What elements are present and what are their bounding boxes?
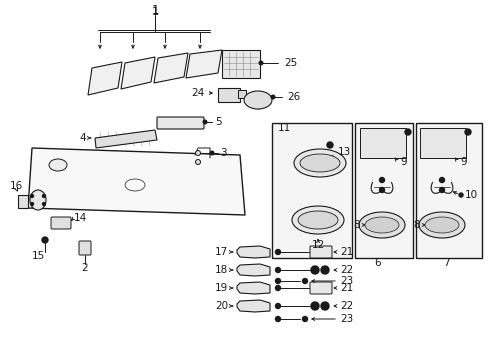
Polygon shape — [88, 62, 122, 95]
FancyBboxPatch shape — [309, 246, 331, 258]
Circle shape — [379, 177, 384, 183]
Bar — [359, 128, 405, 158]
Bar — [271, 123, 351, 258]
Text: 1: 1 — [151, 7, 158, 17]
Circle shape — [259, 61, 262, 65]
Polygon shape — [237, 264, 269, 276]
Ellipse shape — [244, 91, 271, 109]
Circle shape — [42, 194, 45, 198]
Text: 19: 19 — [214, 283, 227, 293]
Ellipse shape — [49, 159, 67, 171]
Text: 8: 8 — [353, 220, 359, 230]
Circle shape — [275, 267, 280, 273]
Ellipse shape — [297, 211, 337, 229]
Text: 22: 22 — [339, 265, 352, 275]
Ellipse shape — [195, 159, 200, 165]
Circle shape — [320, 266, 328, 274]
Ellipse shape — [358, 212, 404, 238]
Ellipse shape — [418, 212, 464, 238]
Circle shape — [275, 279, 280, 284]
Circle shape — [326, 142, 332, 148]
Circle shape — [275, 285, 280, 291]
Text: 25: 25 — [284, 58, 297, 68]
Text: 10: 10 — [464, 190, 477, 200]
FancyBboxPatch shape — [157, 117, 203, 129]
Bar — [218, 88, 240, 102]
Ellipse shape — [291, 206, 343, 234]
Text: 9: 9 — [459, 157, 466, 167]
Circle shape — [379, 188, 384, 193]
Circle shape — [310, 302, 318, 310]
Text: 8: 8 — [412, 220, 419, 230]
Circle shape — [42, 237, 48, 243]
Ellipse shape — [30, 190, 46, 210]
Circle shape — [275, 303, 280, 309]
Text: 14: 14 — [74, 213, 87, 223]
Text: 13: 13 — [337, 147, 350, 157]
Circle shape — [464, 129, 470, 135]
FancyBboxPatch shape — [51, 217, 71, 229]
Text: 16: 16 — [10, 181, 23, 191]
Polygon shape — [237, 246, 269, 258]
Circle shape — [30, 202, 34, 206]
Bar — [222, 50, 260, 78]
Circle shape — [210, 151, 213, 155]
Text: 9: 9 — [399, 157, 406, 167]
Circle shape — [320, 302, 328, 310]
Circle shape — [439, 177, 444, 183]
Text: 23: 23 — [339, 276, 352, 286]
Circle shape — [271, 95, 274, 99]
Text: 21: 21 — [339, 247, 352, 257]
Text: 17: 17 — [214, 247, 227, 257]
Circle shape — [275, 316, 280, 321]
Circle shape — [302, 316, 307, 321]
Text: 1: 1 — [151, 4, 159, 17]
Ellipse shape — [299, 154, 339, 172]
Bar — [419, 128, 465, 158]
Circle shape — [42, 202, 45, 206]
Circle shape — [30, 194, 34, 198]
Text: 11: 11 — [278, 123, 291, 133]
Polygon shape — [28, 148, 244, 215]
Polygon shape — [95, 130, 157, 148]
Text: 15: 15 — [31, 251, 44, 261]
Polygon shape — [18, 195, 28, 208]
Text: 23: 23 — [339, 314, 352, 324]
Text: 5: 5 — [215, 117, 221, 127]
Text: 2: 2 — [81, 263, 88, 273]
Text: 12: 12 — [311, 240, 324, 250]
Polygon shape — [185, 50, 222, 78]
Text: 7: 7 — [442, 258, 448, 268]
Polygon shape — [121, 57, 155, 89]
Text: 4: 4 — [79, 133, 86, 143]
Polygon shape — [237, 282, 269, 294]
Circle shape — [203, 120, 206, 124]
Text: 22: 22 — [339, 301, 352, 311]
Text: 3: 3 — [220, 148, 226, 158]
Bar — [354, 123, 412, 258]
Text: 26: 26 — [286, 92, 300, 102]
FancyBboxPatch shape — [309, 282, 331, 294]
FancyBboxPatch shape — [79, 241, 91, 255]
Text: 6: 6 — [374, 258, 381, 268]
Circle shape — [404, 129, 410, 135]
Ellipse shape — [293, 149, 346, 177]
Circle shape — [275, 249, 280, 255]
Text: 21: 21 — [339, 283, 352, 293]
Ellipse shape — [195, 150, 200, 156]
Ellipse shape — [364, 217, 398, 233]
Text: 24: 24 — [191, 88, 204, 98]
Polygon shape — [154, 53, 187, 83]
Bar — [238, 90, 245, 98]
Ellipse shape — [424, 217, 458, 233]
Circle shape — [302, 279, 307, 284]
Text: 20: 20 — [214, 301, 227, 311]
Circle shape — [458, 193, 462, 197]
Circle shape — [439, 188, 444, 193]
Circle shape — [310, 266, 318, 274]
Polygon shape — [237, 300, 269, 312]
Bar — [415, 123, 481, 258]
Text: 18: 18 — [214, 265, 227, 275]
